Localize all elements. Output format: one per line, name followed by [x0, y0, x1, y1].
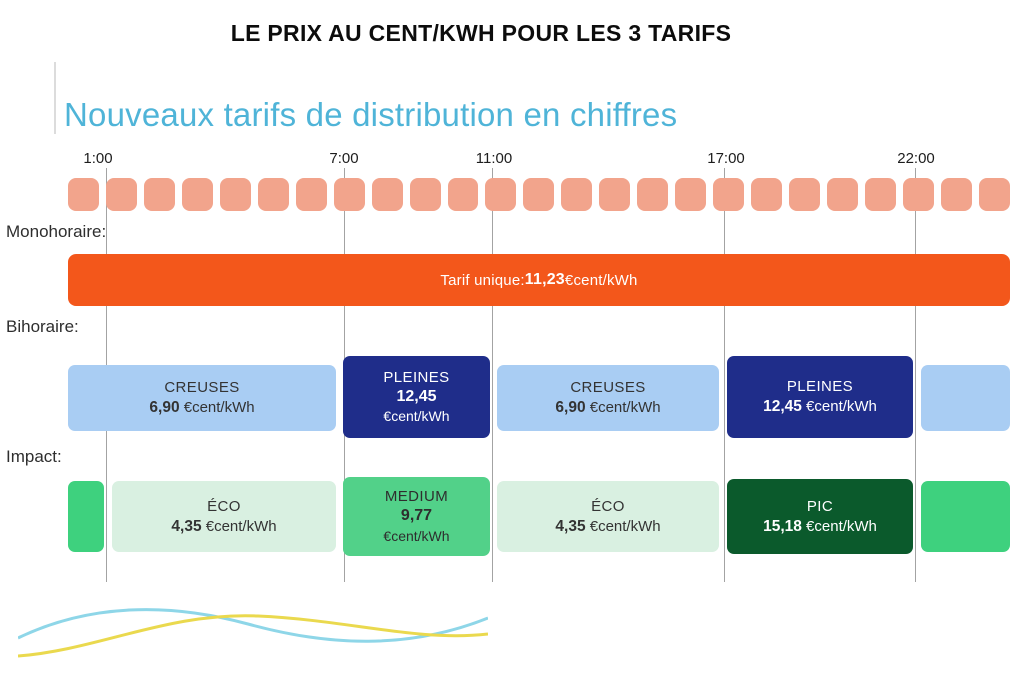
segment-unit: €cent/kWh — [585, 517, 661, 535]
segment-name: PLEINES — [786, 378, 854, 395]
row-label-monohoraire: Monohoraire: — [6, 222, 107, 241]
segment-value: 6,90 — [555, 399, 586, 416]
segment-value: 9,77 — [400, 507, 433, 524]
chart-subtitle: Nouveaux tarifs de distribution en chiff… — [64, 96, 678, 133]
segment-value: 4,35 — [555, 517, 586, 535]
time-label-1: 1:00 — [83, 150, 113, 167]
tick-block — [68, 178, 99, 211]
segment-name: ÉCO — [591, 497, 625, 515]
monohoraire-bar-suffix: €cent/kWh — [564, 271, 638, 289]
segment-name: CREUSES — [164, 379, 240, 396]
segment-unit: €cent/kWh — [383, 408, 450, 425]
tick-block — [447, 178, 479, 211]
monohoraire-bar-value: 11,23 — [524, 271, 565, 288]
accent-line — [54, 62, 56, 134]
segment-name: PLEINES — [383, 368, 450, 386]
segment-unit: €cent/kWh — [585, 399, 661, 416]
impact-segment-eco-1: ÉCO 4,35 €cent/kWh — [112, 481, 336, 552]
segment-unit: €cent/kWh — [801, 517, 877, 535]
monohoraire-bar-prefix: Tarif unique: — [440, 271, 525, 289]
time-label-22: 22:00 — [897, 150, 935, 167]
tick-block — [637, 178, 669, 211]
tick-block — [295, 178, 327, 211]
segment-name: ÉCO — [207, 497, 241, 515]
tick-block — [181, 178, 213, 211]
time-label-7: 7:00 — [329, 150, 359, 167]
tick-block — [333, 178, 365, 211]
gridline-22 — [915, 168, 916, 582]
tick-block — [789, 178, 821, 211]
segment-name: CREUSES — [570, 379, 646, 396]
tick-block — [105, 178, 137, 211]
tick-block — [485, 178, 517, 211]
bihoraire-segment-creuses-3 — [921, 365, 1010, 431]
tick-block — [902, 178, 934, 211]
segment-price: 12,45 €cent/kWh — [763, 398, 877, 416]
tick-block — [371, 178, 403, 211]
segment-price: 4,35 €cent/kWh — [171, 518, 276, 536]
tick-block — [409, 178, 441, 211]
tick-block — [219, 178, 251, 211]
impact-segment-pic: PIC 15,18 €cent/kWh — [727, 479, 913, 554]
segment-value: 15,18 — [763, 517, 802, 535]
segment-price: 6,90 €cent/kWh — [555, 399, 660, 417]
wave-yellow — [18, 614, 488, 658]
segment-value: 12,45 — [763, 398, 802, 415]
tick-block — [523, 178, 555, 211]
segment-value: 6,90 — [149, 399, 180, 416]
bihoraire-segment-creuses-2: CREUSES 6,90 €cent/kWh — [497, 365, 719, 431]
monohoraire-bar: Tarif unique: 11,23 €cent/kWh — [68, 254, 1010, 306]
tick-block — [675, 178, 707, 211]
tick-block — [257, 178, 289, 211]
gridline-17 — [724, 168, 725, 582]
segment-price: 15,18 €cent/kWh — [763, 518, 877, 536]
gridline-11 — [492, 168, 493, 582]
tick-blocks — [68, 178, 1010, 211]
tick-block — [865, 178, 896, 211]
impact-segment-medium: MEDIUM 9,77 €cent/kWh — [343, 477, 490, 556]
segment-name: MEDIUM — [384, 488, 449, 505]
impact-segment-edge-left — [68, 481, 104, 552]
tick-block — [940, 178, 972, 211]
wave-blue — [18, 608, 488, 643]
page-title: LE PRIX AU CENT/KWH POUR LES 3 TARIFS — [230, 20, 732, 46]
bihoraire-segment-pleines-1: PLEINES 12,45 €cent/kWh — [343, 356, 490, 438]
row-label-impact: Impact: — [6, 447, 62, 466]
time-label-17: 17:00 — [707, 150, 745, 167]
tick-block — [827, 178, 859, 211]
tick-block — [143, 178, 175, 211]
segment-value: 4,35 — [171, 517, 202, 535]
wave-decoration — [18, 608, 488, 658]
impact-segment-edge-right — [921, 481, 1010, 552]
time-label-11: 11:00 — [475, 150, 513, 167]
segment-price: 4,35 €cent/kWh — [555, 518, 660, 536]
tick-block — [599, 178, 631, 211]
row-label-bihoraire: Bihoraire: — [6, 317, 79, 336]
segment-price: 9,77 €cent/kWh — [383, 506, 449, 545]
tick-block — [713, 178, 745, 211]
impact-segment-eco-2: ÉCO 4,35 €cent/kWh — [497, 481, 719, 552]
segment-price: 12,45 €cent/kWh — [383, 387, 449, 426]
segment-unit: €cent/kWh — [179, 399, 255, 416]
segment-unit: €cent/kWh — [801, 398, 877, 415]
segment-unit: €cent/kWh — [201, 517, 277, 535]
segment-price: 6,90 €cent/kWh — [149, 399, 254, 417]
bihoraire-segment-creuses-1: CREUSES 6,90 €cent/kWh — [68, 365, 336, 431]
segment-name: PIC — [806, 497, 834, 515]
tick-block — [561, 178, 593, 211]
segment-value: 12,45 — [396, 387, 437, 405]
segment-unit: €cent/kWh — [383, 527, 450, 544]
tick-block — [978, 178, 1010, 211]
bihoraire-segment-pleines-2: PLEINES 12,45 €cent/kWh — [727, 356, 913, 438]
tick-block — [751, 178, 783, 211]
